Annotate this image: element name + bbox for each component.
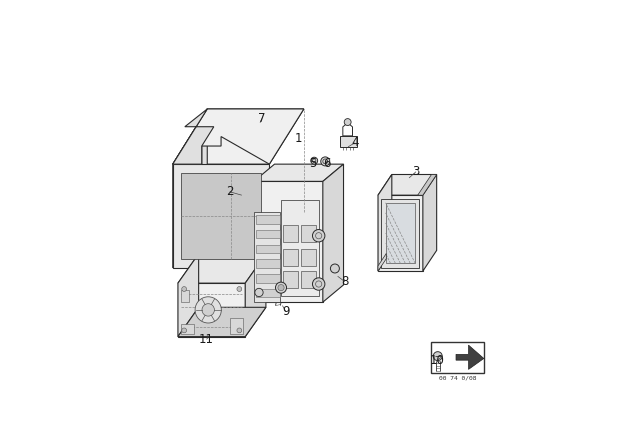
Polygon shape [378, 195, 423, 271]
Polygon shape [173, 109, 304, 164]
Polygon shape [378, 254, 387, 271]
Circle shape [182, 287, 187, 292]
Polygon shape [178, 254, 198, 336]
Polygon shape [181, 173, 260, 259]
Circle shape [311, 157, 317, 164]
Circle shape [278, 284, 284, 291]
Bar [254, 211, 280, 302]
Text: 4: 4 [351, 136, 358, 149]
Text: 7: 7 [258, 112, 266, 125]
Circle shape [344, 119, 351, 125]
Circle shape [275, 282, 287, 293]
Bar [340, 136, 356, 147]
Bar [181, 324, 193, 334]
Bar [381, 198, 419, 267]
Bar [255, 215, 280, 224]
Circle shape [255, 118, 264, 127]
Text: 11: 11 [199, 333, 214, 346]
Bar [283, 225, 298, 242]
Circle shape [312, 229, 325, 242]
Text: 3: 3 [412, 165, 420, 178]
Bar [255, 230, 280, 238]
Text: 5: 5 [308, 157, 316, 170]
Circle shape [237, 328, 242, 333]
Polygon shape [418, 174, 436, 195]
Polygon shape [173, 109, 214, 164]
Polygon shape [323, 164, 344, 302]
Bar [301, 249, 316, 266]
Bar [255, 245, 280, 253]
Bar [283, 271, 298, 288]
Polygon shape [423, 174, 436, 271]
Text: 2: 2 [226, 185, 234, 198]
Bar [301, 271, 316, 288]
Bar [431, 342, 484, 373]
Circle shape [255, 289, 263, 297]
Polygon shape [178, 254, 266, 283]
Polygon shape [173, 109, 304, 164]
Polygon shape [178, 307, 266, 336]
Polygon shape [456, 345, 484, 370]
Text: 00 74 0/08: 00 74 0/08 [439, 375, 476, 381]
Polygon shape [254, 164, 344, 181]
Bar [386, 203, 415, 263]
Circle shape [237, 287, 242, 292]
Polygon shape [173, 212, 304, 267]
Bar [301, 225, 316, 242]
Polygon shape [378, 174, 436, 195]
Bar [230, 318, 243, 334]
Circle shape [330, 264, 339, 273]
Text: 8: 8 [341, 275, 348, 288]
Text: 9: 9 [282, 305, 290, 318]
Polygon shape [378, 174, 392, 271]
Bar [283, 249, 298, 266]
Circle shape [433, 352, 442, 361]
Polygon shape [178, 283, 245, 336]
Circle shape [321, 157, 330, 166]
Circle shape [202, 304, 214, 316]
Polygon shape [173, 109, 207, 267]
Polygon shape [254, 181, 323, 302]
Circle shape [195, 297, 221, 323]
Polygon shape [245, 254, 266, 336]
Bar [255, 259, 280, 268]
Circle shape [312, 278, 325, 290]
Text: 6: 6 [323, 157, 331, 170]
Bar [255, 289, 280, 297]
Polygon shape [173, 164, 269, 267]
Bar [282, 199, 319, 296]
Circle shape [182, 328, 187, 333]
Text: 1: 1 [295, 132, 303, 145]
Bar [181, 290, 189, 302]
Bar [255, 274, 280, 283]
Text: 10: 10 [430, 353, 445, 366]
